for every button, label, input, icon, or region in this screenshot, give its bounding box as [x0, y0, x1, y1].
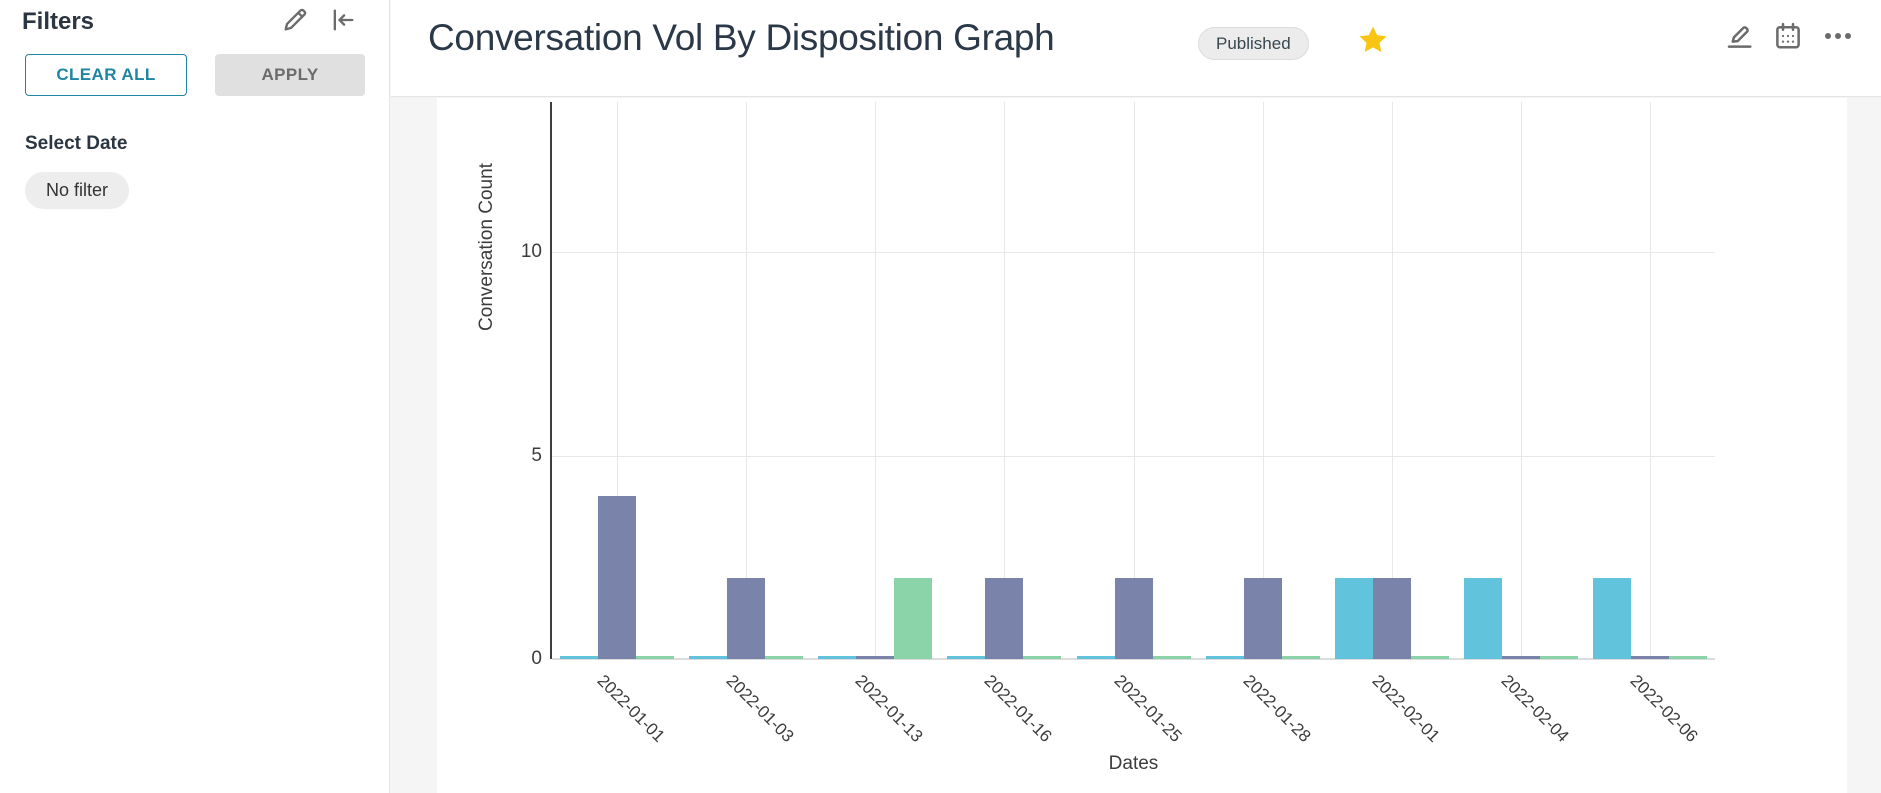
v-gridline	[616, 102, 618, 659]
bar-purple-2022-01-16[interactable]	[985, 577, 1024, 659]
bar-cyan-2022-02-01[interactable]	[1334, 577, 1373, 659]
bar-green-2022-01-13[interactable]	[894, 577, 933, 659]
favorite-button[interactable]	[1356, 23, 1390, 57]
v-gridline	[1133, 102, 1135, 659]
x-axis-title: Dates	[1108, 753, 1159, 774]
x-tick-label: 2022-01-13	[851, 671, 927, 746]
bar-purple-2022-02-01[interactable]	[1372, 577, 1411, 659]
filters-title: Filters	[22, 8, 95, 35]
x-tick-label: 2022-01-03	[722, 671, 798, 746]
clear-all-button[interactable]: CLEAR ALL	[25, 54, 187, 96]
bar-green-2022-02-06[interactable]	[1669, 656, 1708, 659]
y-tick-label: 10	[520, 241, 542, 263]
bar-purple-2022-02-06[interactable]	[1631, 656, 1670, 659]
v-gridline	[1004, 102, 1006, 659]
edit-icon	[281, 6, 309, 34]
collapse-left-icon	[329, 6, 357, 34]
report-header: Conversation Vol By Disposition Graph Pu…	[391, 0, 1881, 97]
bar-cyan-2022-01-13[interactable]	[818, 656, 857, 659]
bar-purple-2022-02-04[interactable]	[1502, 656, 1541, 659]
bar-cyan-2022-01-16[interactable]	[947, 656, 986, 659]
v-gridline	[1650, 102, 1652, 659]
page-title: Conversation Vol By Disposition Graph	[428, 17, 1055, 58]
y-tick-label: 5	[531, 444, 542, 466]
edit-filters-button[interactable]	[281, 6, 309, 34]
bar-purple-2022-01-25[interactable]	[1114, 577, 1153, 659]
v-gridline	[745, 102, 747, 659]
x-tick-label: 2022-01-25	[1110, 671, 1185, 746]
x-tick-label: 2022-01-28	[1239, 671, 1315, 746]
chart-card: 0 5 10 2022-01-01 2022-01-03 2022-01-13 2022-0…	[437, 98, 1847, 793]
v-gridline	[875, 102, 877, 659]
x-tick-label: 2022-01-01	[593, 671, 669, 746]
status-badge: Published	[1198, 27, 1309, 60]
more-options-icon	[1823, 21, 1853, 51]
bar-green-2022-02-04[interactable]	[1540, 656, 1579, 659]
bar-chart-plot-area	[550, 102, 1715, 660]
bar-green-2022-02-01[interactable]	[1410, 656, 1449, 659]
bar-cyan-2022-02-04[interactable]	[1464, 577, 1503, 659]
v-gridline	[1262, 102, 1264, 659]
bar-cyan-2022-02-06[interactable]	[1593, 577, 1632, 659]
bar-purple-2022-01-01[interactable]	[597, 496, 636, 659]
favorite-star-icon	[1356, 23, 1390, 57]
edit-report-button[interactable]	[1724, 21, 1754, 51]
v-gridline	[1391, 102, 1393, 659]
x-tick-label: 2022-02-06	[1626, 671, 1702, 746]
schedule-button[interactable]	[1773, 21, 1803, 51]
bar-cyan-2022-01-28[interactable]	[1205, 656, 1244, 659]
v-gridline	[1521, 102, 1523, 659]
bar-purple-2022-01-13[interactable]	[856, 656, 895, 659]
bar-purple-2022-01-28[interactable]	[1243, 577, 1282, 659]
x-tick-label: 2022-02-01	[1368, 671, 1444, 746]
date-filter-chip[interactable]: No filter	[25, 172, 130, 209]
y-axis-title: Conversation Count	[476, 163, 497, 331]
x-tick-label: 2022-01-16	[980, 671, 1056, 746]
edit-icon	[1724, 21, 1754, 51]
collapse-sidebar-button[interactable]	[329, 6, 357, 34]
bar-cyan-2022-01-03[interactable]	[688, 656, 727, 659]
filters-sidebar: Filters CLEAR ALL APPLY Select Date No f…	[0, 0, 390, 793]
apply-button[interactable]: APPLY	[215, 54, 365, 96]
y-axis-line	[550, 102, 552, 659]
bar-green-2022-01-28[interactable]	[1281, 656, 1320, 659]
bar-cyan-2022-01-25[interactable]	[1076, 656, 1115, 659]
bar-purple-2022-01-03[interactable]	[726, 577, 765, 659]
bar-green-2022-01-01[interactable]	[635, 656, 674, 659]
calendar-icon	[1773, 21, 1803, 51]
bar-green-2022-01-03[interactable]	[764, 656, 803, 659]
bar-green-2022-01-16[interactable]	[1023, 656, 1062, 659]
bar-cyan-2022-01-01[interactable]	[559, 656, 598, 659]
select-date-label: Select Date	[25, 133, 128, 154]
y-tick-label: 0	[531, 648, 542, 669]
x-axis-line	[552, 658, 1715, 660]
bar-green-2022-01-25[interactable]	[1152, 656, 1191, 659]
more-options-button[interactable]	[1823, 21, 1853, 51]
x-tick-label: 2022-02-04	[1497, 671, 1573, 746]
